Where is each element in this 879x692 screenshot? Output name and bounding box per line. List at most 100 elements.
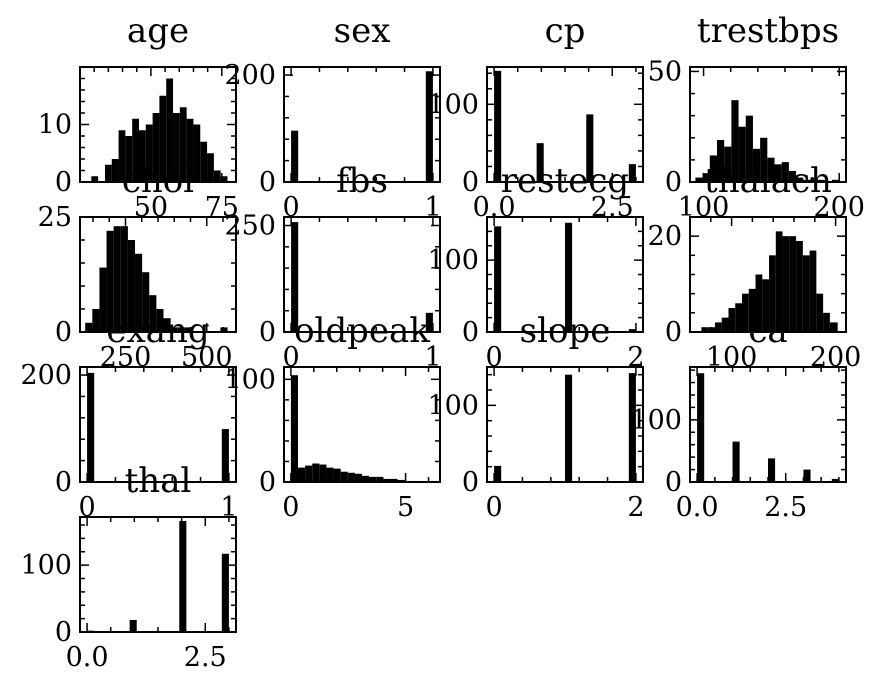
subplot-title: fbs	[336, 161, 388, 201]
histogram-bar	[106, 230, 114, 332]
x-tick-label: 5	[397, 492, 414, 523]
histogram-bar	[291, 130, 299, 182]
histogram-bar	[536, 143, 544, 182]
histogram-bar	[152, 113, 160, 182]
y-tick-label: 0	[665, 317, 682, 348]
histogram-bar	[823, 312, 830, 332]
histogram-bar	[817, 179, 825, 182]
histogram-bar	[831, 478, 839, 482]
x-tick-label: 0.0	[676, 492, 719, 523]
histogram-bar	[297, 467, 306, 482]
histogram-bar	[305, 465, 313, 482]
histogram-bar	[312, 463, 320, 482]
histogram-bar	[120, 226, 128, 332]
histogram-bar	[748, 288, 756, 332]
histogram-bar	[697, 373, 705, 482]
histogram-bar	[220, 176, 228, 182]
histogram-bar	[362, 475, 370, 482]
histogram-bar	[745, 115, 753, 182]
histogram-bar	[628, 164, 636, 182]
x-tick-label: 0	[282, 342, 299, 373]
histogram-bar	[810, 177, 818, 182]
histogram-bar	[104, 164, 112, 182]
subplot-exang: 0 1 0 200 exang	[20, 311, 237, 523]
axes-frame	[283, 216, 441, 333]
subplot-title: oldpeak	[294, 311, 430, 351]
histogram-bar	[731, 100, 739, 182]
histogram-bar	[85, 322, 93, 332]
histogram-bar	[767, 157, 775, 182]
x-tick-label: 1	[424, 192, 441, 223]
histogram-bar	[809, 250, 817, 332]
histogram-bar	[782, 236, 790, 332]
y-tick-label: 200	[20, 360, 72, 391]
histogram-bar	[769, 255, 776, 332]
subplot-title: trestbps	[697, 11, 839, 51]
histogram-bar	[762, 279, 770, 332]
histogram-bar	[142, 272, 150, 332]
histogram-bar	[179, 521, 187, 632]
histogram-bar	[290, 375, 298, 482]
histogram-bar	[816, 293, 824, 332]
histogram-bar	[369, 476, 377, 482]
subplot-title: chol	[122, 161, 194, 201]
histogram-bar	[118, 130, 126, 182]
histogram-bar	[333, 468, 341, 482]
x-tick-label: 0	[78, 492, 95, 523]
histogram-bar	[149, 295, 157, 332]
y-tick-label: 100	[630, 405, 682, 436]
histogram-bar	[728, 308, 736, 332]
histogram-bar	[319, 464, 327, 482]
histogram-bar	[213, 170, 221, 182]
histogram-bar	[135, 253, 143, 332]
histogram-bar	[221, 553, 229, 632]
histogram-bar	[724, 146, 732, 182]
y-tick-label: 200	[224, 60, 276, 91]
histogram-bar	[177, 327, 185, 332]
axes-frame	[79, 516, 237, 633]
histogram-bar	[383, 478, 391, 482]
subplot-title: exang	[106, 311, 209, 351]
y-tick-label: 100	[20, 550, 72, 581]
histogram-bar	[129, 619, 137, 632]
histogram-bar	[390, 478, 398, 482]
histogram-bar	[775, 231, 783, 332]
histogram-bar	[701, 327, 709, 332]
subplot-title: ca	[748, 311, 787, 351]
histogram-bar	[138, 130, 146, 182]
y-tick-label: 0	[55, 467, 72, 498]
histogram-bar	[714, 322, 722, 332]
histogram-bar	[347, 472, 355, 482]
histogram-bar	[166, 78, 174, 182]
subplot-title: thalach	[704, 161, 832, 201]
y-tick-label: 0	[259, 167, 276, 198]
histogram-bar	[760, 137, 768, 182]
histogram-bar	[87, 372, 95, 482]
histogram-bar	[179, 107, 187, 182]
x-tick-label: 0.0	[66, 642, 109, 673]
histogram-bar	[721, 317, 729, 332]
y-tick-label: 0	[259, 317, 276, 348]
histogram-bar	[425, 71, 433, 182]
subplot-restecg: 0 2 0 100 restecg	[427, 161, 644, 373]
histogram-bar	[742, 293, 749, 332]
y-tick-label: 250	[224, 211, 276, 242]
histogram-bar	[354, 473, 362, 482]
x-tick-label: 0	[282, 192, 299, 223]
histogram-bar	[781, 162, 789, 182]
subplot-title: thal	[125, 461, 192, 501]
histogram-bar	[173, 113, 180, 182]
y-tick-label: 100	[427, 390, 479, 421]
histogram-bar	[752, 148, 761, 182]
x-tick-label: 0	[485, 492, 502, 523]
histogram-bar	[397, 479, 405, 482]
subplot-title: age	[127, 11, 189, 51]
histogram-bar	[494, 465, 502, 482]
y-tick-label: 0	[665, 167, 682, 198]
y-tick-label: 0	[55, 317, 72, 348]
y-tick-label: 0	[462, 317, 479, 348]
